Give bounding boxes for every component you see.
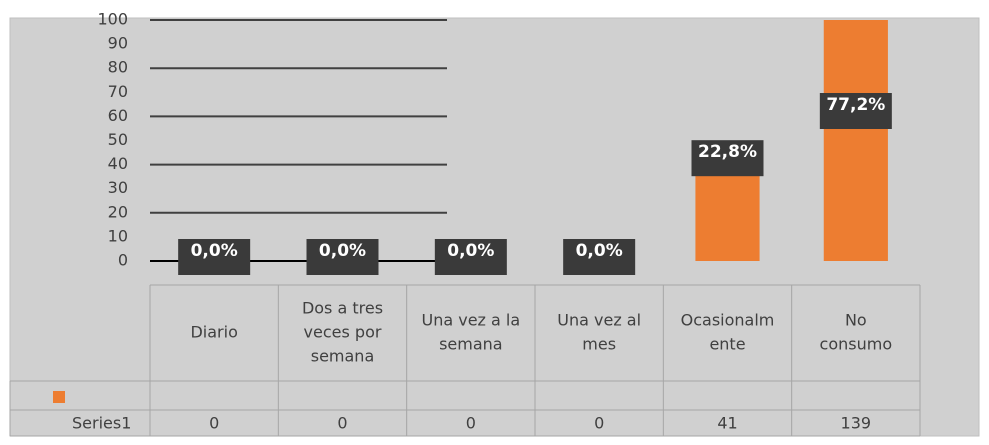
data-label: 22,8% — [698, 142, 757, 162]
y-tick-label: 50 — [108, 130, 128, 149]
y-tick-label: 10 — [108, 226, 128, 245]
table-value: 0 — [594, 414, 604, 433]
table-value: 41 — [717, 414, 737, 433]
y-tick-label: 20 — [108, 202, 128, 221]
x-tick-label: Una vez a la — [421, 311, 520, 330]
x-tick-label: mes — [582, 335, 616, 354]
data-label: 0,0% — [191, 241, 238, 261]
x-tick-label: veces por — [304, 323, 382, 342]
y-tick-label: 0 — [118, 251, 128, 270]
y-tick-label: 40 — [108, 154, 128, 173]
data-label: 77,2% — [826, 95, 885, 115]
table-value: 139 — [841, 414, 872, 433]
x-tick-label: Ocasionalm — [681, 311, 775, 330]
label-box — [819, 93, 892, 129]
x-tick-label: consumo — [820, 335, 893, 354]
x-tick-label: semana — [311, 347, 375, 366]
x-tick-label: Diario — [190, 323, 237, 342]
x-tick-label: ente — [709, 335, 745, 354]
y-tick-label: 30 — [108, 178, 128, 197]
y-tick-label: 90 — [108, 34, 128, 53]
data-label: 0,0% — [319, 241, 366, 261]
table-value: 0 — [337, 414, 347, 433]
x-tick-label: Una vez al — [557, 311, 641, 330]
label-box — [691, 140, 764, 177]
label-box — [563, 239, 636, 275]
x-tick-label: Dos a tres — [302, 299, 383, 318]
y-tick-label: 80 — [108, 58, 128, 77]
bar — [823, 20, 888, 261]
y-tick-label: 100 — [97, 10, 128, 29]
chart-area — [9, 17, 980, 437]
legend-label: Series1 — [72, 414, 131, 433]
label-box — [434, 239, 507, 275]
table-value: 0 — [466, 414, 476, 433]
x-tick-label: No — [845, 311, 867, 330]
label-box — [306, 239, 379, 275]
x-tick-label: semana — [439, 335, 503, 354]
table-value: 0 — [209, 414, 219, 433]
data-label: 0,0% — [576, 241, 623, 261]
legend-key — [53, 391, 65, 403]
data-label: 0,0% — [447, 241, 494, 261]
y-tick-label: 60 — [108, 106, 128, 125]
label-box — [178, 239, 251, 275]
y-tick-label: 70 — [108, 82, 128, 101]
bar — [695, 162, 760, 261]
